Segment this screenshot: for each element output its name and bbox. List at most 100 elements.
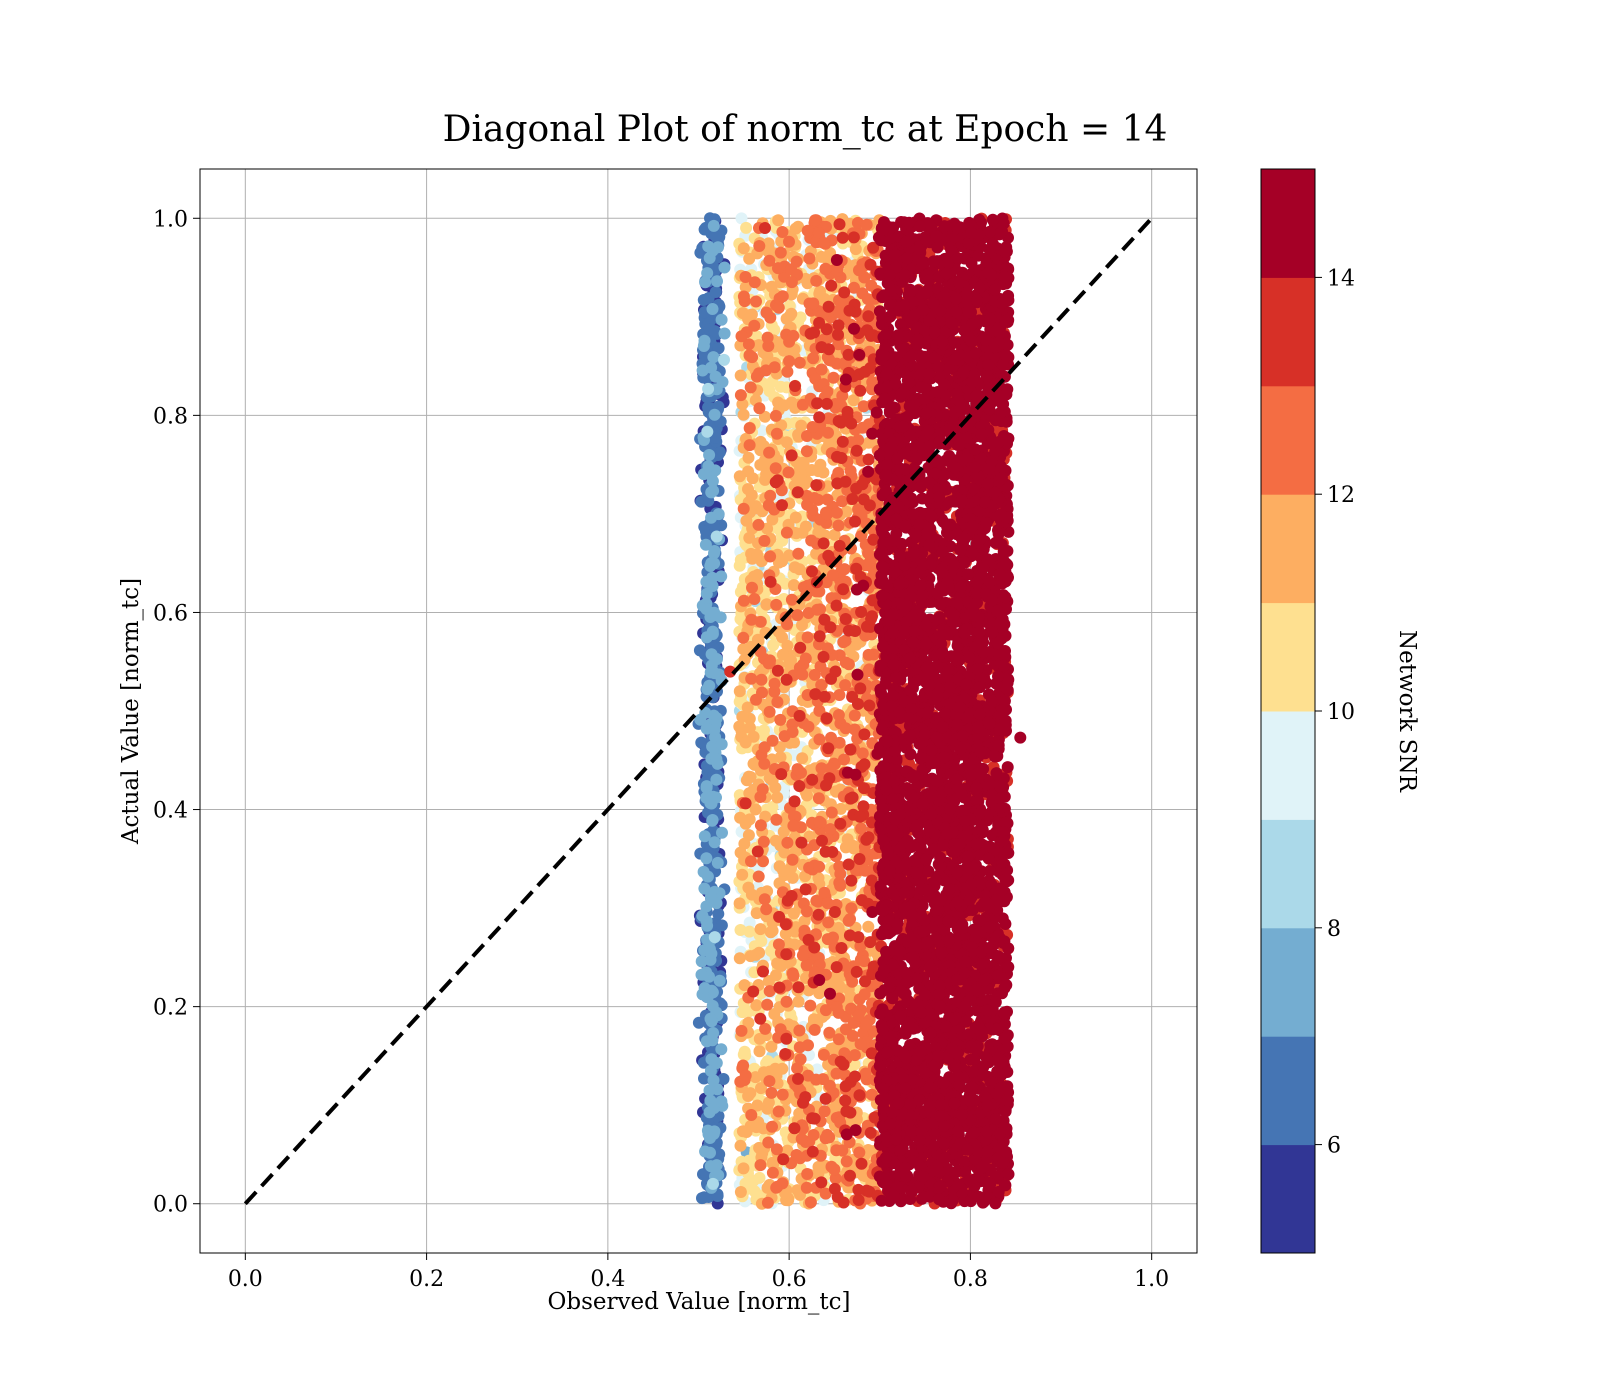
scatter-point xyxy=(787,969,800,982)
scatter-point xyxy=(802,1039,814,1052)
scatter-point xyxy=(700,915,713,928)
scatter-point xyxy=(758,534,771,547)
scatter-point xyxy=(736,868,749,881)
scatter-point xyxy=(813,815,826,828)
scatter-point xyxy=(754,1012,767,1025)
scatter-point xyxy=(834,1055,847,1068)
scatter-point xyxy=(756,686,768,699)
scatter-point xyxy=(733,559,746,572)
scatter-point xyxy=(830,1001,843,1014)
scatter-point xyxy=(742,881,755,894)
scatter-point xyxy=(702,382,715,395)
scatter-point xyxy=(828,1163,841,1176)
scatter-point xyxy=(813,630,826,643)
scatter-point xyxy=(849,625,862,637)
scatter-point xyxy=(820,779,832,792)
scatter-point xyxy=(857,400,870,413)
scatter-point xyxy=(713,974,726,987)
scatter-point xyxy=(779,1048,792,1060)
scatter-point xyxy=(700,603,713,615)
scatter-point xyxy=(769,1062,782,1075)
scatter-point xyxy=(840,1155,853,1168)
scatter-point xyxy=(813,974,826,986)
scatter-point xyxy=(822,549,835,562)
scatter-point xyxy=(862,547,875,560)
scatter-point xyxy=(764,575,777,588)
scatter-point xyxy=(831,1191,844,1203)
scatter-point xyxy=(698,1191,711,1204)
scatter-point xyxy=(773,981,786,994)
scatter-point xyxy=(743,422,756,435)
scatter-point xyxy=(815,762,828,775)
scatter-point xyxy=(812,1160,825,1173)
scatter-point xyxy=(850,965,863,978)
scatter-point xyxy=(795,1132,808,1145)
scatter-point xyxy=(840,1105,853,1118)
scatter-point xyxy=(842,348,855,361)
scatter-point xyxy=(708,931,721,944)
scatter-point xyxy=(801,1168,814,1180)
scatter-point xyxy=(740,774,753,787)
scatter-point xyxy=(822,300,835,313)
scatter-point xyxy=(796,949,809,962)
scatter-point xyxy=(786,853,799,866)
scatter-point xyxy=(766,924,779,937)
scatter-point xyxy=(820,712,833,725)
scatter-point xyxy=(785,276,798,289)
scatter-point xyxy=(737,290,750,303)
scatter-point xyxy=(862,310,875,323)
scatter-point xyxy=(742,483,754,496)
scatter-point xyxy=(813,316,826,329)
scatter-point xyxy=(791,486,804,499)
scatter-point xyxy=(820,397,833,410)
scatter-point xyxy=(734,811,747,824)
scatter-point xyxy=(776,631,789,644)
scatter-point xyxy=(739,1069,752,1082)
scatter-point xyxy=(752,518,765,531)
scatter-point xyxy=(750,1121,763,1134)
scatter-point xyxy=(780,995,793,1008)
chart-title: Diagonal Plot of norm_tc at Epoch = 14 xyxy=(443,109,1168,150)
scatter-point xyxy=(735,330,748,343)
scatter-point xyxy=(744,381,757,394)
scatter-point xyxy=(737,631,750,644)
scatter-point xyxy=(836,435,849,448)
scatter-point xyxy=(793,563,806,576)
scatter-point xyxy=(813,733,826,746)
scatter-point xyxy=(707,790,720,803)
scatter-point xyxy=(733,952,746,965)
scatter-point xyxy=(758,757,771,770)
scatter-point xyxy=(739,271,752,283)
scatter-point xyxy=(804,327,817,340)
scatter-point xyxy=(864,1126,877,1139)
scatter-point xyxy=(800,905,813,918)
scatter-point xyxy=(781,365,794,378)
scatter-point xyxy=(785,307,798,320)
scatter-point xyxy=(807,297,820,310)
scatter-point xyxy=(862,648,875,661)
scatter-point xyxy=(840,1128,853,1141)
scatter-point xyxy=(703,1084,716,1097)
scatter-point xyxy=(755,673,768,686)
scatter-point xyxy=(780,1032,793,1045)
scatter-point xyxy=(845,902,858,915)
scatter-point xyxy=(808,1023,821,1036)
scatter-point xyxy=(797,457,810,470)
scatter-point xyxy=(707,484,720,497)
scatter-point xyxy=(830,961,843,974)
scatter-point xyxy=(771,664,784,677)
scatter-point xyxy=(839,1080,852,1093)
scatter-point xyxy=(852,1009,865,1022)
scatter-point xyxy=(862,920,875,933)
scatter-point xyxy=(852,698,864,710)
scatter-point xyxy=(697,340,710,352)
scatter-point xyxy=(792,547,805,560)
scatter-point xyxy=(780,526,793,539)
scatter-point xyxy=(745,613,758,626)
scatter-point xyxy=(830,599,843,612)
scatter-point xyxy=(839,475,852,488)
scatter-point xyxy=(828,906,841,918)
scatter-point xyxy=(813,411,826,424)
scatter-point xyxy=(862,665,875,678)
scatter-point xyxy=(792,1072,804,1085)
